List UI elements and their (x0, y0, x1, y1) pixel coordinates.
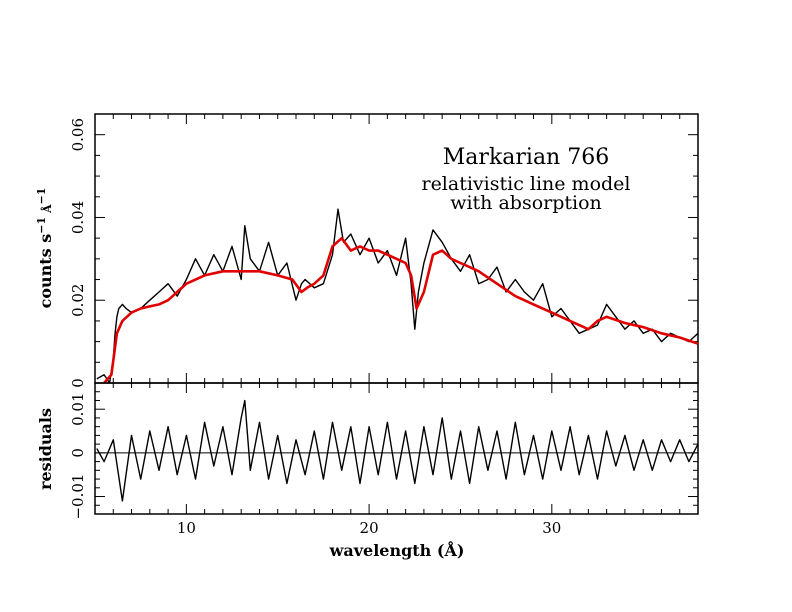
spectrum-axis-ticks (95, 113, 699, 384)
spectrum-series-group (96, 208, 699, 384)
chart-subtitle-line-1: relativistic line model (421, 173, 630, 195)
y-tick-label: 0 (69, 448, 87, 458)
spectrum-y-tick-labels: 0 0.02 0.04 0.06 (69, 118, 87, 388)
y-label-part: −1 (35, 217, 48, 234)
chart-title: Markarian 766 (443, 145, 609, 170)
residuals-plot-frame (94, 382, 699, 515)
y-tick-label: −0.01 (69, 474, 87, 520)
series-data-line (96, 208, 699, 384)
residuals-series-group (96, 399, 699, 502)
y-label-part: counts s (36, 234, 55, 309)
chart-subtitle-line-2: with absorption (450, 192, 602, 214)
series-model-line (103, 236, 699, 384)
y-tick-label: 0 (69, 378, 87, 388)
residuals-axis-ticks (95, 382, 699, 515)
series-residuals-line (96, 399, 699, 502)
x-tick-label: 10 (177, 519, 196, 537)
y-label-part: −1 (35, 188, 48, 205)
y-tick-label: 0.02 (69, 284, 87, 317)
x-tick-label: 30 (542, 519, 561, 537)
x-axis-label: wavelength (Å) (329, 539, 465, 560)
y-tick-label: 0.04 (69, 201, 87, 234)
y-tick-label: 0.01 (69, 392, 87, 425)
y-label-part: Å (40, 204, 54, 217)
spectrum-panel: 0 0.02 0.04 0.06 Markarian 766 relativistic… (35, 113, 699, 388)
x-tick-label: 20 (360, 519, 379, 537)
y-tick-label: 0.06 (69, 118, 87, 151)
spectrum-y-axis-label: counts s−1 Å−1 (35, 188, 55, 309)
residuals-panel: 10 20 30 −0.01 0 0.01 residuals wavelength (Å… (36, 382, 699, 560)
residuals-tick-labels: 10 20 30 −0.01 0 0.01 (69, 392, 561, 537)
residuals-y-axis-label: residuals (36, 408, 55, 490)
